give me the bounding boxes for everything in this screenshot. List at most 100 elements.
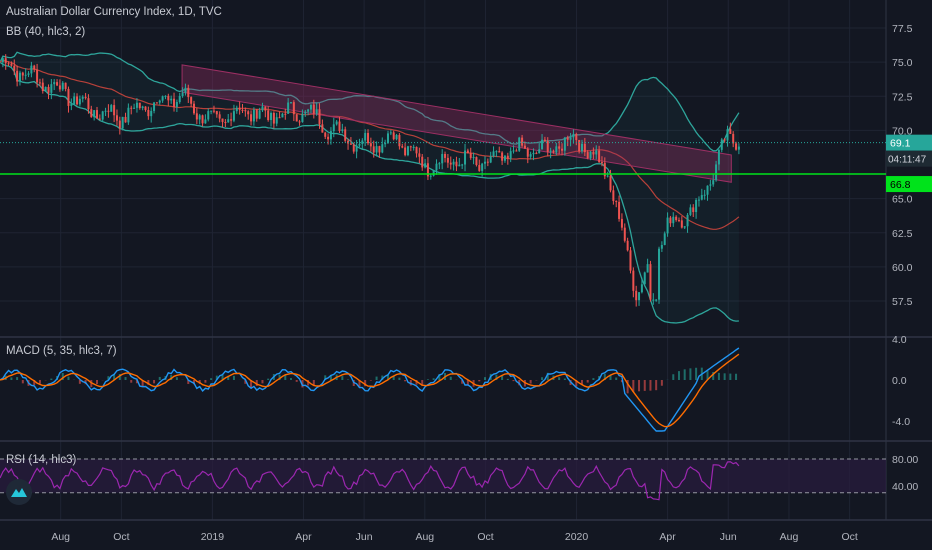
bb-indicator-label[interactable]: BB (40, hlc3, 2) (6, 26, 86, 38)
time-axis-tick: Jun (720, 531, 737, 543)
rsi-axis-tick: 80.00 (892, 454, 918, 466)
candle-body (235, 107, 238, 112)
candle-body (50, 84, 53, 93)
candle-body (717, 149, 720, 165)
macd-histogram-bar (67, 376, 70, 380)
candle-body (153, 102, 156, 111)
candle-body (663, 233, 666, 245)
macd-histogram-bar (729, 373, 732, 380)
candle-body (398, 134, 401, 147)
candle-body (224, 121, 227, 123)
candle-body (230, 119, 233, 121)
candle-body (329, 131, 332, 140)
candle-body (30, 65, 33, 74)
candle-body (167, 95, 170, 101)
candle-body (466, 150, 469, 154)
candle-body (84, 96, 87, 99)
candle-body (352, 144, 355, 152)
candle-body (44, 86, 47, 91)
macd-histogram-bar (95, 380, 98, 385)
candle-body (489, 156, 492, 163)
candle-body (36, 69, 39, 83)
macd-histogram-bar (689, 368, 692, 380)
candle-body (115, 115, 118, 121)
macd-histogram-bar (426, 379, 429, 380)
candle-body (692, 207, 695, 213)
candle-body (441, 154, 444, 164)
price-axis-tick: 70.0 (892, 125, 913, 137)
macd-histogram-bar (449, 376, 452, 380)
candle-body (515, 150, 518, 152)
macd-histogram-bar (278, 374, 281, 380)
candle-body (7, 63, 10, 65)
macd-histogram-bar (478, 380, 481, 382)
candle-body (355, 145, 358, 152)
price-axis-tick: 57.5 (892, 296, 913, 308)
candle-body (278, 117, 281, 119)
candle-body (56, 82, 59, 86)
candle-body (392, 132, 395, 140)
candle-body (561, 148, 564, 151)
candle-body (618, 201, 621, 219)
candle-body (135, 102, 138, 108)
macd-histogram-bar (118, 373, 121, 380)
candle-body (532, 152, 535, 155)
candle-body (580, 143, 583, 152)
candle-body (595, 150, 598, 155)
macd-histogram-bar (261, 380, 264, 384)
price-axis-tick: 65.0 (892, 194, 913, 206)
candle-body (53, 82, 56, 85)
macd-histogram-bar (192, 380, 195, 385)
price-axis-tick: 72.5 (892, 91, 913, 103)
candle-body (181, 92, 184, 97)
candle-body (10, 63, 13, 66)
macd-indicator-label[interactable]: MACD (5, 35, hlc3, 7) (6, 345, 117, 357)
candle-body (267, 110, 270, 121)
price-axis-tick: 77.5 (892, 23, 913, 35)
candle-body (141, 106, 144, 109)
macd-histogram-bar (130, 380, 133, 383)
last-price-badge-text: 69.1 (890, 138, 911, 150)
candle-body (558, 146, 561, 149)
candle-body (421, 156, 424, 168)
macd-histogram-bar (398, 377, 401, 380)
rsi-axis-tick: 40.00 (892, 481, 918, 493)
candle-body (190, 97, 193, 104)
macd-histogram-bar (409, 380, 412, 386)
candle-body (250, 114, 253, 122)
candle-body (298, 121, 301, 123)
tradingview-logo-icon[interactable] (6, 479, 32, 505)
candle-body (660, 244, 663, 249)
candle-body (606, 175, 609, 177)
macd-histogram-bar (295, 380, 298, 382)
time-axis-tick: Jun (356, 531, 373, 543)
candle-body (623, 227, 626, 241)
candle-body (155, 102, 158, 104)
candle-body (161, 96, 164, 101)
candle-body (261, 106, 264, 111)
macd-histogram-bar (712, 371, 715, 380)
candle-body (210, 110, 213, 112)
macd-histogram-bar (438, 374, 441, 380)
candle-body (101, 111, 104, 120)
macd-histogram-bar (38, 380, 41, 384)
candle-body (110, 105, 113, 112)
candle-body (301, 113, 304, 122)
candle-body (501, 152, 504, 161)
macd-histogram-bar (404, 380, 407, 382)
candle-body (555, 146, 558, 153)
rsi-indicator-label[interactable]: RSI (14, hlc3) (6, 454, 77, 466)
macd-histogram-bar (124, 377, 127, 380)
candle-body (318, 109, 321, 125)
macd-histogram-bar (649, 380, 652, 391)
candle-body (418, 153, 421, 157)
candle-body (640, 284, 643, 293)
candle-body (178, 96, 181, 103)
candle-body (175, 102, 178, 107)
candle-body (686, 214, 689, 227)
candle-body (255, 109, 258, 119)
candle-body (361, 140, 364, 145)
candle-body (626, 240, 629, 251)
time-axis-tick: Aug (51, 531, 70, 543)
